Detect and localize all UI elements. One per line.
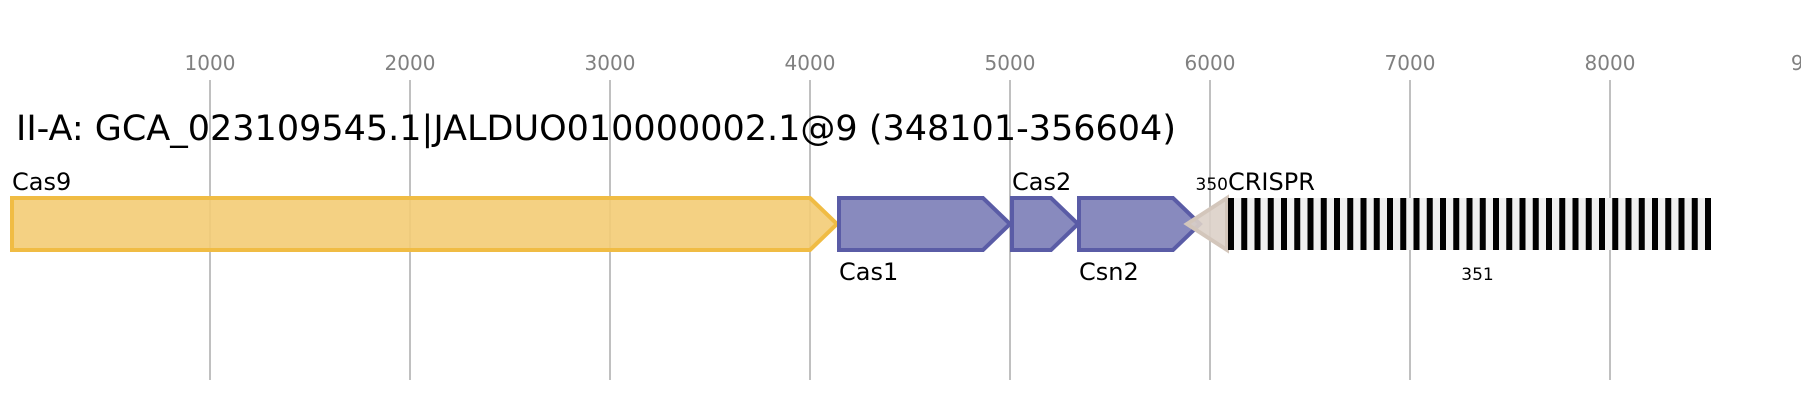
crispr-repeat <box>1413 198 1420 250</box>
gene-csn2[interactable] <box>1077 196 1203 252</box>
gene-label: Cas1 <box>839 258 898 286</box>
axis-tick-label: 8000 <box>1585 51 1636 75</box>
crispr-repeat <box>1307 198 1314 250</box>
locus-title: II-A: GCA_023109545.1|JALDUO010000002.1@… <box>16 109 1176 149</box>
crispr-repeat <box>1519 198 1526 250</box>
gene-cas2[interactable] <box>1010 196 1081 252</box>
axis-tick-label: 900 <box>1791 51 1801 75</box>
crispr-repeat <box>1254 198 1261 250</box>
crispr-repeat <box>1453 198 1460 250</box>
crispr-repeat <box>1506 198 1513 250</box>
crispr-label: CRISPR <box>1228 168 1315 196</box>
genes: Cas9 Cas1 Cas2 Csn2 <box>10 168 1229 286</box>
crispr-repeat <box>1652 198 1658 250</box>
crispr-repeat <box>1559 198 1566 250</box>
axis-tick-label: 2000 <box>385 51 436 75</box>
crispr-repeat <box>1466 198 1473 250</box>
crispr-repeat <box>1347 198 1354 250</box>
gene-cas1[interactable] <box>837 196 1013 252</box>
axis-tick-label: 3000 <box>585 51 636 75</box>
crispr-repeat <box>1691 198 1698 250</box>
crispr-repeat <box>1532 198 1539 250</box>
crispr-repeat <box>1546 198 1552 250</box>
gene-label: Csn2 <box>1079 258 1139 286</box>
crispr-repeat <box>1387 198 1393 250</box>
crispr-repeat <box>1493 198 1499 250</box>
gene-cas9[interactable] <box>10 196 840 252</box>
gene-label: Cas9 <box>12 168 71 196</box>
crispr-repeat <box>1373 198 1380 250</box>
axis-tick-label: 5000 <box>985 51 1036 75</box>
crispr-repeat <box>1705 198 1711 250</box>
crispr-repeat <box>1360 198 1367 250</box>
crispr-repeat <box>1426 198 1433 250</box>
gene-label: Cas2 <box>1012 168 1071 196</box>
crispr-start-label: 350 <box>1196 175 1228 195</box>
crispr-repeat <box>1585 198 1592 250</box>
crispr-repeat <box>1625 198 1632 250</box>
crispr-repeat <box>1228 198 1234 250</box>
crispr-repeat <box>1572 198 1579 250</box>
crispr-repeat <box>1281 198 1287 250</box>
crispr-repeat <box>1241 198 1248 250</box>
crispr-repeat <box>1267 198 1274 250</box>
axis-tick-label: 7000 <box>1385 51 1436 75</box>
crispr-end-label: 351 <box>1461 265 1493 285</box>
crispr-repeat <box>1678 198 1685 250</box>
crispr-repeat <box>1638 198 1645 250</box>
axis-tick-label: 1000 <box>185 51 236 75</box>
crispr-repeat <box>1334 198 1340 250</box>
crispr-repeat <box>1599 198 1605 250</box>
crispr-repeat <box>1400 198 1407 250</box>
axis-tick-label: 4000 <box>785 51 836 75</box>
crispr-repeat <box>1320 198 1327 250</box>
crispr-repeat <box>1665 198 1672 250</box>
crispr-array: 350 CRISPR 351 <box>1196 168 1711 285</box>
crispr-repeat <box>1479 198 1486 250</box>
crispr-repeat <box>1294 198 1301 250</box>
crispr-repeat <box>1440 198 1446 250</box>
axis-tick-label: 6000 <box>1185 51 1236 75</box>
gene-unknown[interactable] <box>1183 194 1229 254</box>
crispr-repeat <box>1612 198 1619 250</box>
